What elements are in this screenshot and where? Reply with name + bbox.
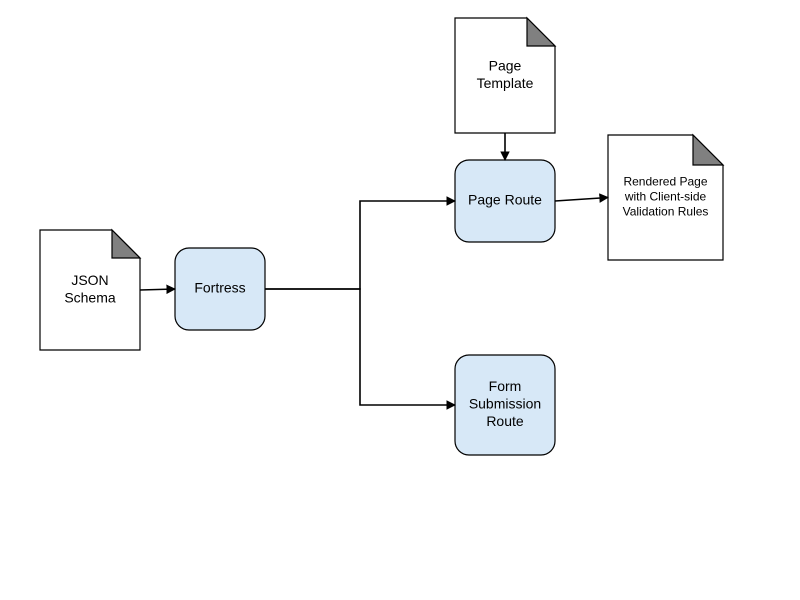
node-label: JSON (71, 272, 108, 288)
node-label: Template (477, 75, 534, 91)
node-label: Fortress (194, 280, 245, 296)
node-label: Page Route (468, 192, 542, 208)
node-label: Submission (469, 396, 541, 412)
node-label: Schema (64, 289, 116, 305)
edge-arrow (555, 198, 608, 202)
node-label: Route (486, 413, 524, 429)
node-label: Validation Rules (623, 205, 709, 219)
node-label: Rendered Page (623, 175, 707, 189)
edge-arrow (140, 289, 175, 290)
doc-fold (527, 18, 555, 46)
edge-arrow (265, 201, 455, 289)
node-label: Page (489, 57, 522, 73)
doc-fold (112, 230, 140, 258)
edge-arrow (265, 289, 455, 405)
node-label: with Client-side (624, 190, 707, 204)
node-label: Form (489, 378, 522, 394)
doc-fold (693, 135, 723, 165)
